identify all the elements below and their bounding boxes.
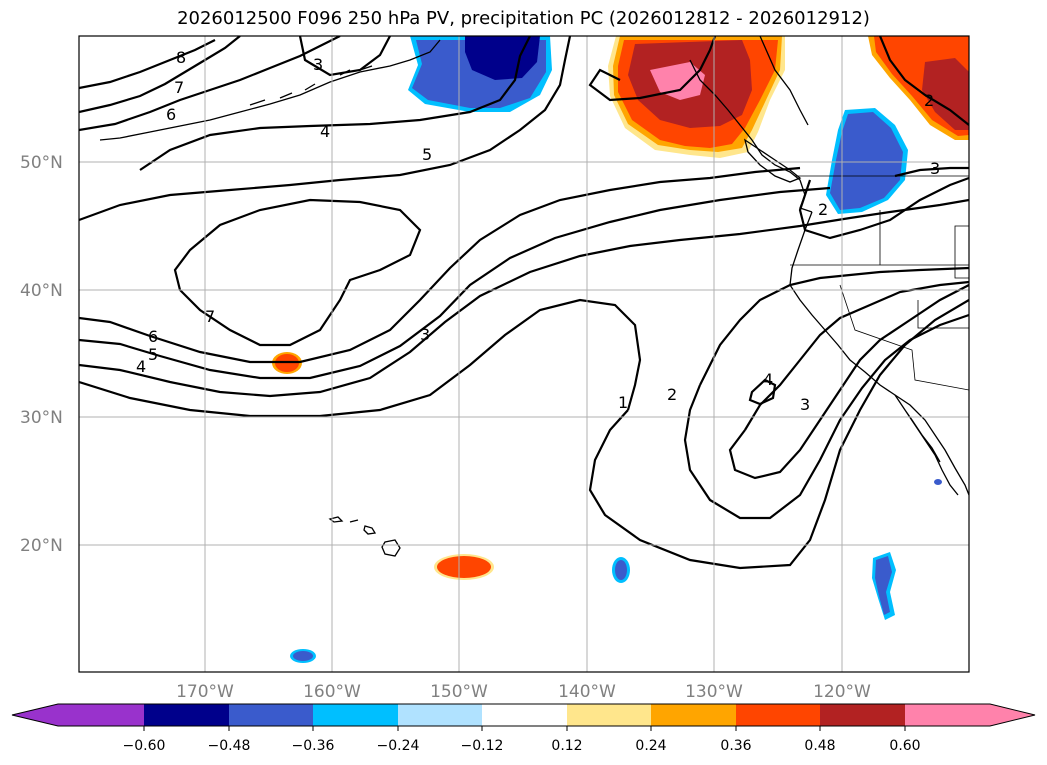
svg-text:4: 4 xyxy=(136,357,146,376)
colorbar-tick-label: −0.36 xyxy=(292,738,335,754)
longitude-labels: 170°W 160°W 150°W 140°W 130°W 120°W xyxy=(176,682,871,702)
map-area: 8 7 6 4 5 3 7 6 5 4 3 1 2 4 3 2 3 2 xyxy=(79,36,969,672)
svg-text:3: 3 xyxy=(930,159,940,178)
colorbar: −0.60 −0.48 −0.36 −0.24 −0.12 0.12 0.24 … xyxy=(11,703,1036,754)
svg-text:120°W: 120°W xyxy=(813,682,871,702)
svg-text:5: 5 xyxy=(148,345,158,364)
svg-text:150°W: 150°W xyxy=(430,682,488,702)
svg-text:4: 4 xyxy=(763,370,773,389)
colorbar-extend-high xyxy=(990,704,1035,726)
political-borders xyxy=(790,175,969,391)
svg-text:160°W: 160°W xyxy=(303,682,361,702)
svg-text:8: 8 xyxy=(176,48,186,67)
svg-text:1: 1 xyxy=(618,393,628,412)
colorbar-tick-label: −0.48 xyxy=(208,738,251,754)
svg-text:6: 6 xyxy=(148,327,158,346)
contour-labels: 8 7 6 4 5 3 7 6 5 4 3 1 2 4 3 2 3 2 xyxy=(136,48,940,414)
svg-text:3: 3 xyxy=(313,55,323,74)
colorbar-tick-label: 0.36 xyxy=(720,738,751,754)
colorbar-tick-label: 0.48 xyxy=(804,738,835,754)
svg-text:140°W: 140°W xyxy=(558,682,616,702)
svg-text:3: 3 xyxy=(800,395,810,414)
colorbar-tick-label: −0.60 xyxy=(123,738,166,754)
svg-text:6: 6 xyxy=(166,105,176,124)
svg-text:3: 3 xyxy=(420,325,430,344)
latitude-labels: 50°N 40°N 30°N 20°N xyxy=(20,153,63,556)
colorbar-tick-label: −0.24 xyxy=(377,738,420,754)
svg-text:50°N: 50°N xyxy=(20,153,63,173)
svg-text:20°N: 20°N xyxy=(20,536,63,556)
colorbar-tick-label: 0.12 xyxy=(551,738,582,754)
gridlines xyxy=(79,36,969,672)
colorbar-extend-low xyxy=(12,704,58,726)
svg-text:2: 2 xyxy=(924,91,934,110)
svg-text:40°N: 40°N xyxy=(20,281,63,301)
svg-text:30°N: 30°N xyxy=(20,408,63,428)
svg-text:130°W: 130°W xyxy=(685,682,743,702)
colorbar-tick-label: 0.60 xyxy=(889,738,920,754)
svg-text:7: 7 xyxy=(205,307,215,326)
map-title: 2026012500 F096 250 hPa PV, precipitatio… xyxy=(177,8,870,29)
svg-text:170°W: 170°W xyxy=(176,682,234,702)
coastlines xyxy=(99,36,969,557)
svg-text:7: 7 xyxy=(174,78,184,97)
colorbar-tick-label: −0.12 xyxy=(461,738,504,754)
svg-text:5: 5 xyxy=(422,145,432,164)
pv-contours xyxy=(79,36,969,570)
map-frame xyxy=(78,35,970,673)
svg-text:4: 4 xyxy=(320,122,330,141)
svg-text:2: 2 xyxy=(818,200,828,219)
precipitation-fill xyxy=(272,36,969,663)
svg-text:2: 2 xyxy=(667,385,677,404)
colorbar-tick-label: 0.24 xyxy=(635,738,666,754)
